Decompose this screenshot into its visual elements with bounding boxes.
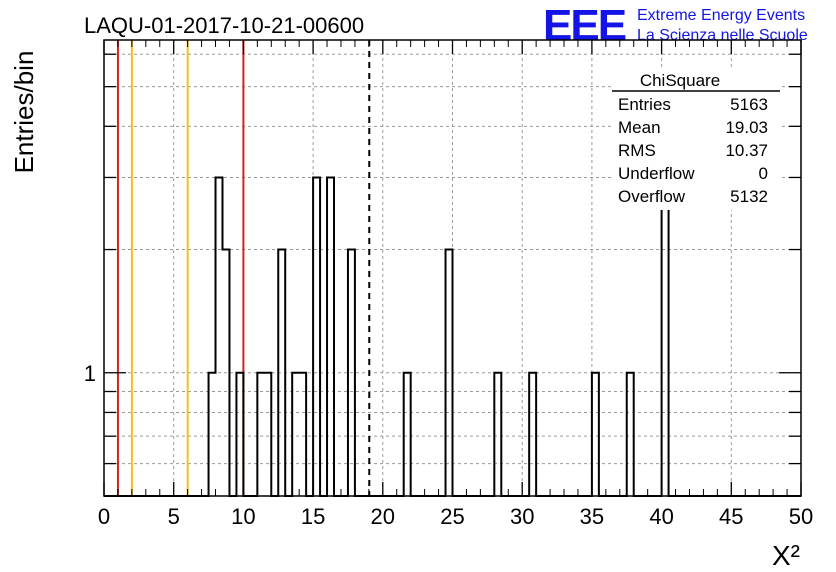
histogram-bin — [348, 250, 355, 496]
axis-ticks — [103, 40, 802, 496]
stats-value: 5163 — [730, 95, 768, 114]
histogram-bin — [257, 373, 264, 496]
histogram-bin — [627, 373, 634, 496]
x-tick-label: 0 — [98, 504, 110, 529]
x-tick-label: 15 — [301, 504, 325, 529]
stats-box-background — [612, 70, 780, 210]
stats-value: 0 — [759, 164, 768, 183]
stats-box: ChiSquare Entries 5163 Mean 19.03 RMS 10… — [612, 70, 780, 210]
y-axis-label: Entries/bin — [9, 51, 39, 174]
stats-label: Underflow — [618, 164, 695, 183]
histogram-bin — [299, 373, 306, 496]
x-tick-label: 5 — [168, 504, 180, 529]
x-tick-label: 40 — [649, 504, 673, 529]
histogram-bin — [327, 177, 334, 496]
y-tick-labels: 1 — [84, 361, 96, 386]
x-tick-labels: 0 5 10 15 20 25 30 35 40 45 50 — [98, 504, 813, 529]
chart-title: LAQU-01-2017-10-21-00600 — [84, 13, 364, 38]
histogram-bin — [209, 373, 216, 496]
histogram-bin — [529, 373, 536, 496]
stats-label: Overflow — [618, 187, 686, 206]
logo-mark: EEE — [543, 1, 626, 50]
x-tick-label: 50 — [789, 504, 813, 529]
x-axis-label: X² — [772, 540, 800, 571]
histogram-bin — [264, 373, 271, 496]
histogram-bin — [278, 250, 285, 496]
histogram-bin — [236, 373, 243, 496]
stats-value: 19.03 — [725, 118, 768, 137]
x-tick-label: 10 — [231, 504, 255, 529]
stats-label: Entries — [618, 95, 671, 114]
histogram-bin — [494, 373, 501, 496]
y-tick-label: 1 — [84, 361, 96, 386]
stats-value: 10.37 — [725, 141, 768, 160]
histogram-bin — [592, 373, 599, 496]
x-tick-label: 35 — [580, 504, 604, 529]
x-tick-label: 25 — [440, 504, 464, 529]
histogram-bin — [446, 250, 453, 496]
histogram-bin — [404, 373, 411, 496]
x-tick-label: 20 — [371, 504, 395, 529]
histogram-bin — [292, 373, 299, 496]
logo-line2: La Scienza nelle Scuole — [637, 27, 808, 44]
stats-title: ChiSquare — [640, 71, 720, 90]
histogram-bin — [313, 177, 320, 496]
logo-line1: Extreme Energy Events — [637, 7, 805, 24]
stats-value: 5132 — [730, 187, 768, 206]
histogram-bin — [222, 250, 229, 496]
x-tick-label: 45 — [719, 504, 743, 529]
stats-label: RMS — [618, 141, 656, 160]
histogram-bin — [216, 177, 223, 496]
histogram-bin — [662, 177, 669, 496]
stats-label: Mean — [618, 118, 661, 137]
x-tick-label: 30 — [510, 504, 534, 529]
